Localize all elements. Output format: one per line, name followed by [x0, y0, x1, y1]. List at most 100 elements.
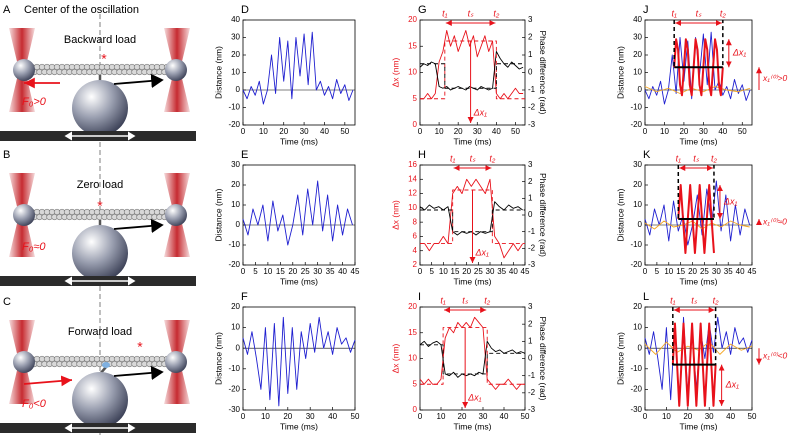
pedestal-bead — [72, 225, 128, 281]
interval-label: t₁ — [670, 295, 676, 305]
panel-letter: F — [241, 291, 248, 303]
x-axis-label: Time (ms) — [680, 276, 718, 286]
x-axis-label: Time (ms) — [280, 276, 318, 286]
y-axis-label: Distance (nm) — [615, 46, 625, 99]
interval-label: tₛ — [462, 295, 469, 305]
x-tick-label: 20 — [288, 267, 297, 276]
pedestal-bead — [72, 372, 128, 428]
x-tick-label: 45 — [521, 267, 530, 276]
x-axis-label: Time (ms) — [454, 421, 492, 431]
y-tick-label: 10 — [633, 323, 642, 332]
panel-letter: G — [418, 4, 427, 16]
interval-label: t₁ — [672, 8, 678, 18]
x-tick-label: 40 — [500, 412, 509, 421]
y-tick-label: 0 — [413, 405, 418, 414]
x-tick-label: 20 — [688, 267, 697, 276]
amplitude-label: Δx₁ — [473, 107, 488, 117]
x-tick-label: 30 — [705, 412, 714, 421]
y2-tick-label: -3 — [528, 405, 536, 414]
y2-tick-label: 0 — [528, 354, 533, 363]
x-axis-label: Time (ms) — [280, 136, 318, 146]
x-tick-label: 0 — [418, 127, 423, 136]
x-tick-label: 5 — [655, 267, 660, 276]
y-tick-label: 20 — [231, 180, 240, 189]
x-tick-label: 10 — [261, 412, 270, 421]
x-tick-label: 20 — [279, 127, 288, 136]
x-tick-label: 10 — [664, 267, 673, 276]
x-tick-label: 20 — [683, 412, 692, 421]
interval-label: t₂ — [711, 153, 718, 163]
y-tick-label: 20 — [633, 302, 642, 311]
y2-tick-label: 2 — [528, 33, 533, 42]
motion-arrow — [113, 365, 164, 381]
panel-title: Backward load — [64, 34, 136, 46]
y-tick-label: 30 — [231, 33, 240, 42]
x-tick-label: 30 — [479, 412, 488, 421]
x-tick-label: 30 — [486, 267, 495, 276]
force-label: F₀≈0 — [22, 241, 46, 253]
interval-label: t₂ — [713, 295, 720, 305]
interval-label: t₁ — [442, 8, 448, 18]
y-tick-label: -20 — [228, 120, 240, 129]
y-axis-label: Distance (nm) — [615, 332, 625, 385]
y-tick-label: -10 — [228, 240, 240, 249]
attachment-marker: * — [97, 198, 103, 214]
x-tick-label: 40 — [718, 127, 727, 136]
x-tick-label: 10 — [439, 267, 448, 276]
x-tick-label: 10 — [660, 127, 669, 136]
x-tick-label: 50 — [521, 412, 530, 421]
plot-frame — [419, 19, 526, 126]
panel-letter: L — [643, 291, 649, 303]
motion-arrow — [113, 73, 164, 89]
trap-bead — [13, 204, 35, 226]
x-tick-label: 20 — [462, 267, 471, 276]
interval-label: tₛ — [696, 8, 703, 18]
x-tick-label: 35 — [497, 267, 506, 276]
y-tick-label: 16 — [408, 160, 417, 169]
x-tick-label: 30 — [300, 127, 309, 136]
y-tick-label: -10 — [228, 103, 240, 112]
x-axis-label: Time (ms) — [454, 136, 492, 146]
y-tick-label: -20 — [630, 385, 642, 394]
y-tick-label: 0 — [638, 343, 643, 352]
y2-tick-label: 1 — [528, 336, 533, 345]
x-tick-label: 20 — [458, 412, 467, 421]
diagram-title: Center of the oscillation — [24, 4, 139, 16]
panel-letter: I — [418, 291, 421, 303]
x-tick-label: 15 — [451, 267, 460, 276]
y-tick-label: 12 — [408, 189, 417, 198]
x-axis-label: Time (ms) — [680, 421, 718, 431]
x-tick-label: 25 — [700, 267, 709, 276]
y-axis-label: Distance (nm) — [213, 46, 223, 99]
x-tick-label: 30 — [473, 127, 482, 136]
x-tick-label: 10 — [259, 127, 268, 136]
y-tick-label: 30 — [633, 33, 642, 42]
x-tick-label: 50 — [511, 127, 520, 136]
y-tick-label: 20 — [633, 180, 642, 189]
y-tick-label: 10 — [231, 200, 240, 209]
y-tick-label: 0 — [638, 220, 643, 229]
x-axis-label: Time (ms) — [680, 136, 718, 146]
x-tick-label: 40 — [492, 127, 501, 136]
x-tick-label: 30 — [306, 412, 315, 421]
x-tick-label: 30 — [313, 267, 322, 276]
trap-bead — [165, 204, 187, 226]
plot-frame — [242, 164, 356, 266]
x-tick-label: 20 — [679, 127, 688, 136]
step-fit — [420, 209, 525, 233]
x-tick-label: 25 — [301, 267, 310, 276]
trap-bead — [165, 59, 187, 81]
amplitude-label: Δx₁ — [467, 392, 482, 402]
x-tick-label: 50 — [351, 412, 360, 421]
force-arrow — [23, 375, 73, 387]
panel-letter: A — [3, 4, 11, 16]
trace — [242, 180, 353, 246]
x-tick-label: 10 — [437, 412, 446, 421]
x-tick-label: 20 — [454, 127, 463, 136]
y-tick-label: 0 — [638, 85, 643, 94]
y2-axis-label: Phase difference (rad) — [538, 317, 548, 401]
y2-tick-label: 2 — [528, 177, 533, 186]
x-tick-label: 5 — [429, 267, 434, 276]
panel-letter: B — [3, 149, 10, 161]
